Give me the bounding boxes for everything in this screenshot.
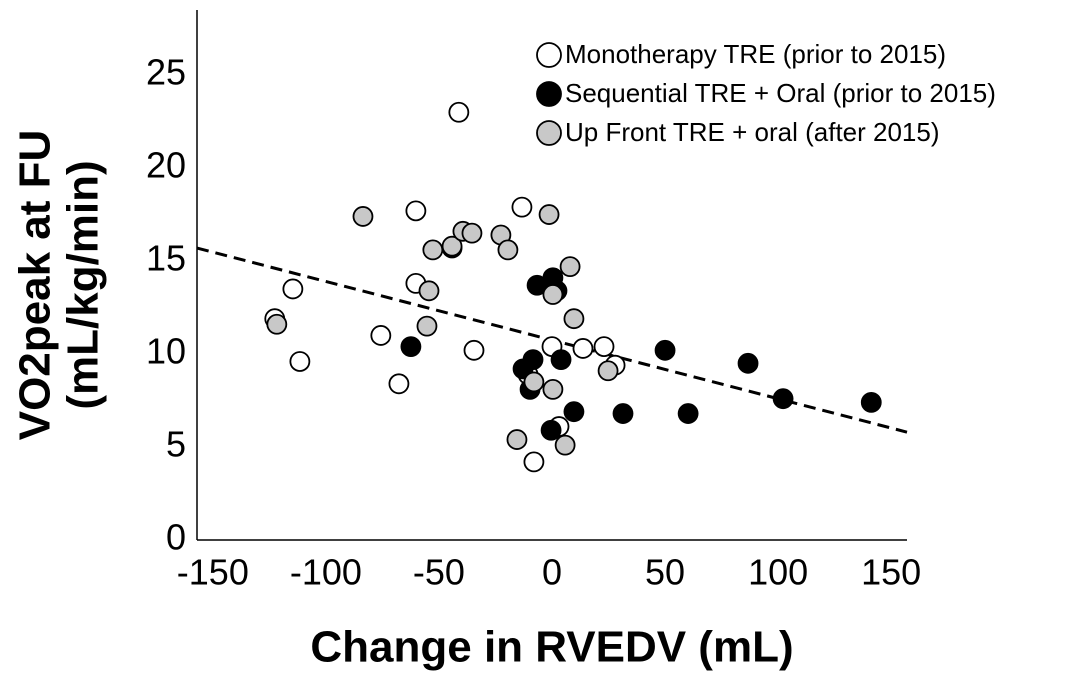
x-tick-label: 100 xyxy=(748,552,808,593)
data-point xyxy=(554,434,576,456)
legend-label: Up Front TRE + oral (after 2015) xyxy=(565,117,940,147)
data-point xyxy=(463,339,485,361)
y-tick-label: 20 xyxy=(146,145,186,186)
data-point xyxy=(497,239,519,261)
legend-marker xyxy=(536,81,562,107)
data-point xyxy=(559,256,581,278)
legend-label: Monotherapy TRE (prior to 2015) xyxy=(565,39,946,69)
x-tick-label: -50 xyxy=(413,552,465,593)
x-axis-title: Change in RVEDV (mL) xyxy=(310,623,793,672)
data-point xyxy=(542,284,564,305)
data-point xyxy=(461,222,483,244)
x-tick-label: 0 xyxy=(542,552,562,593)
data-point xyxy=(405,200,427,222)
y-tick-label: 25 xyxy=(146,52,186,93)
data-point xyxy=(441,235,463,257)
data-point xyxy=(593,336,615,357)
y-tick-label: 0 xyxy=(166,517,186,558)
data-point xyxy=(542,378,564,400)
data-point xyxy=(289,351,311,372)
y-axis-title: VO2peak at FU xyxy=(11,130,60,441)
data-point xyxy=(352,206,374,227)
y-tick-label: 5 xyxy=(166,424,186,465)
y-tick-label: 15 xyxy=(146,238,186,279)
y-tick-label: 10 xyxy=(146,331,186,372)
data-point xyxy=(737,352,759,374)
data-point xyxy=(772,388,794,410)
x-tick-label: 50 xyxy=(645,552,685,593)
data-point xyxy=(612,403,634,424)
data-point xyxy=(418,280,440,302)
data-point xyxy=(370,325,392,346)
data-point xyxy=(654,339,676,361)
data-point xyxy=(563,401,585,423)
data-point xyxy=(572,338,594,359)
data-point xyxy=(266,313,288,335)
data-point xyxy=(860,391,882,413)
y-axis-title: (mL/kg/min) xyxy=(59,160,108,409)
data-point xyxy=(523,451,545,473)
x-tick-label: 150 xyxy=(861,552,921,593)
data-point xyxy=(416,315,438,337)
x-tick-label: -100 xyxy=(290,552,362,593)
data-point xyxy=(523,371,545,393)
data-point xyxy=(448,101,470,123)
data-point xyxy=(677,403,699,424)
data-point xyxy=(538,204,560,225)
data-point xyxy=(540,419,562,441)
data-point xyxy=(282,278,304,300)
data-point xyxy=(506,429,528,450)
data-point xyxy=(511,196,533,218)
legend-label: Sequential TRE + Oral (prior to 2015) xyxy=(565,78,996,108)
data-point xyxy=(563,308,585,330)
data-point xyxy=(522,349,544,371)
data-point xyxy=(550,349,572,371)
data-point xyxy=(597,360,619,382)
data-point xyxy=(388,373,410,395)
legend-marker xyxy=(536,42,562,68)
data-point xyxy=(422,239,444,261)
data-point xyxy=(400,336,422,357)
legend-marker xyxy=(536,120,562,146)
x-tick-label: -150 xyxy=(177,552,249,593)
